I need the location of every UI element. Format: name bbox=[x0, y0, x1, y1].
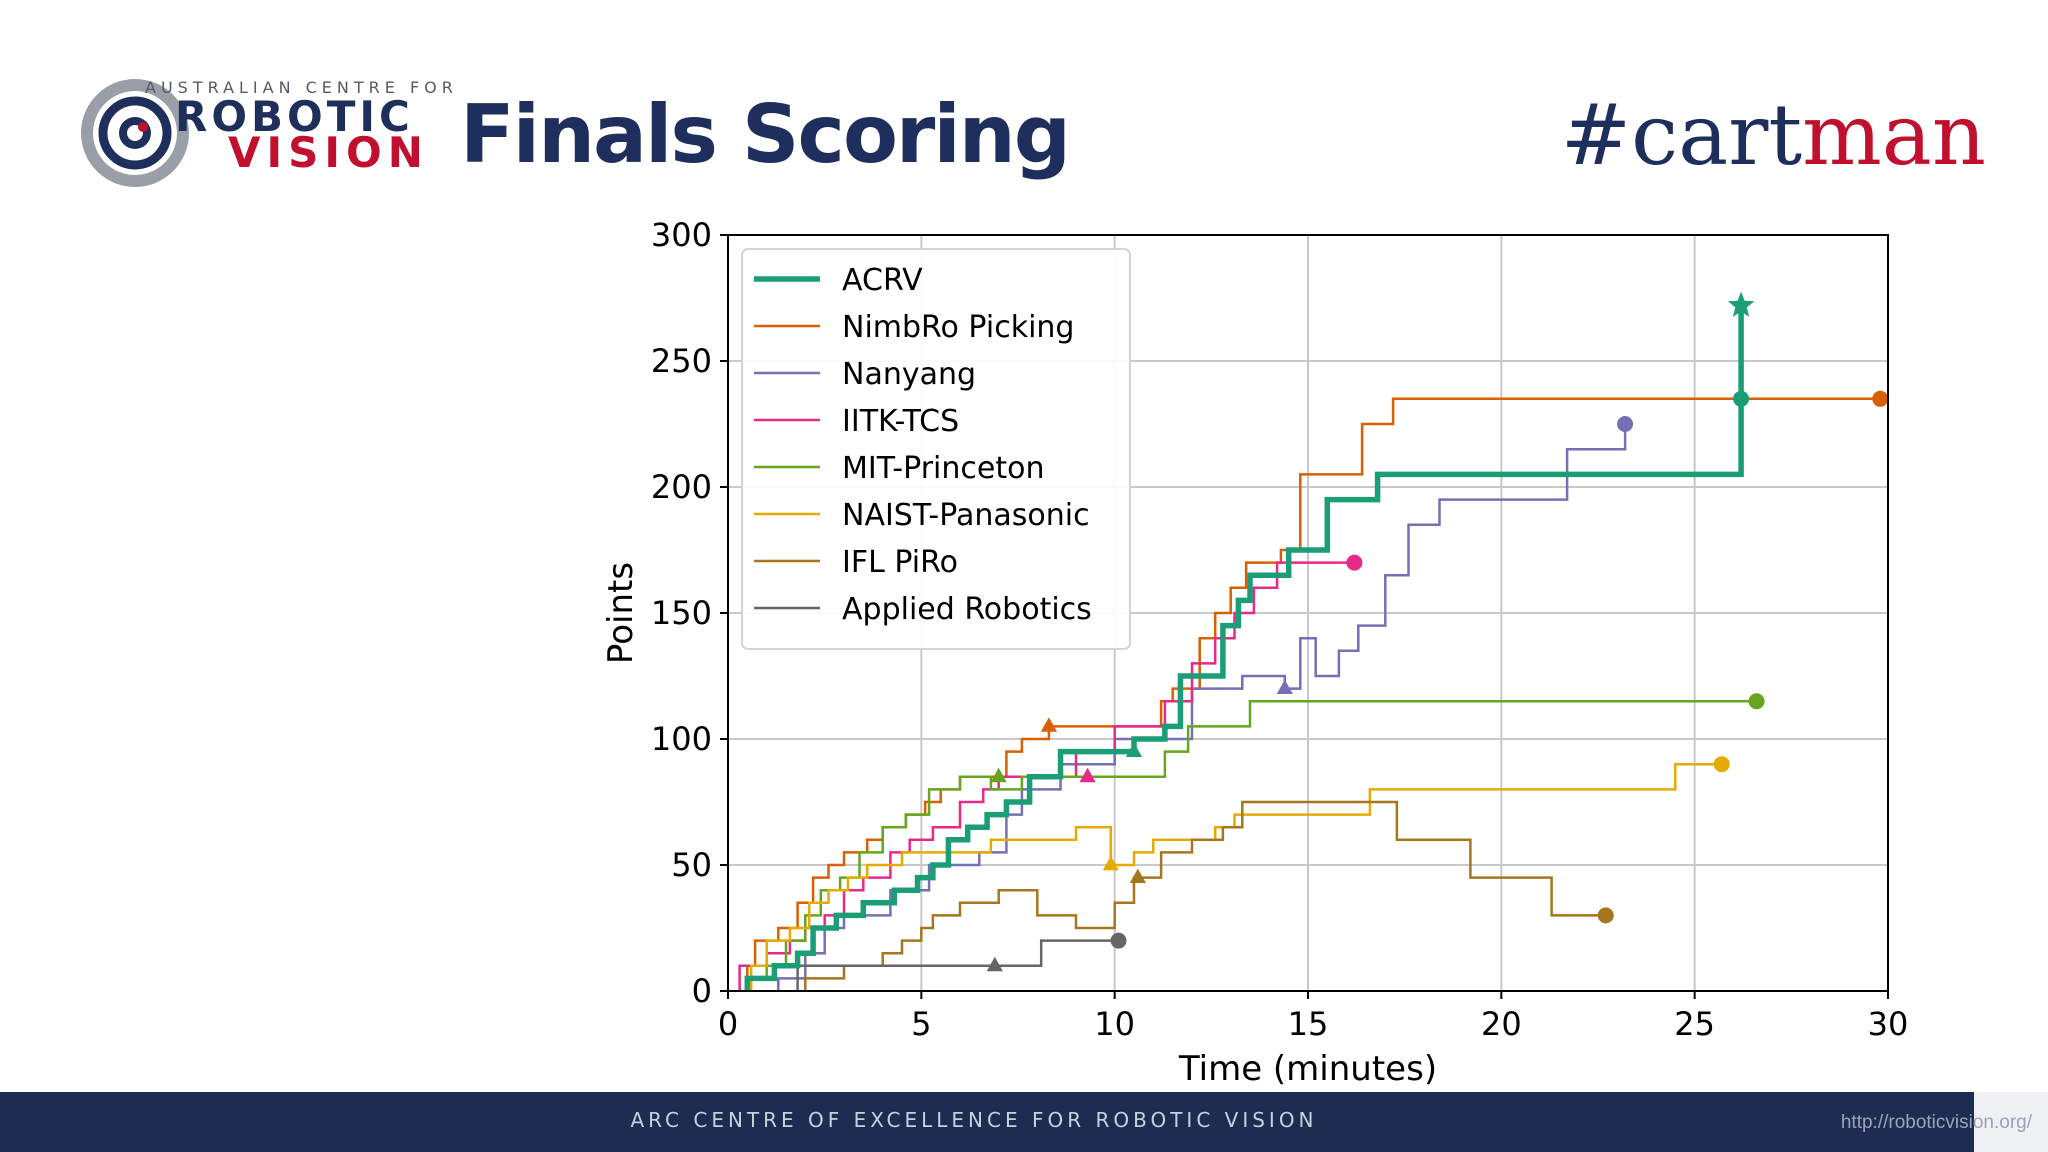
acrv-logo bbox=[81, 79, 189, 187]
legend-label-nimbro-picking: NimbRo Picking bbox=[842, 310, 1074, 345]
triangle-marker-applied-robotics bbox=[986, 956, 1003, 972]
y-tick-label: 50 bbox=[671, 846, 712, 884]
star-marker-acrv bbox=[1727, 291, 1755, 317]
x-tick-label: 5 bbox=[911, 1005, 931, 1043]
legend-label-mit-princeton: MIT-Princeton bbox=[842, 451, 1044, 486]
end-marker-iitk-tcs bbox=[1346, 554, 1363, 571]
series-line-acrv bbox=[744, 305, 1744, 991]
legend-label-acrv: ACRV bbox=[842, 263, 923, 298]
x-tick-label: 25 bbox=[1674, 1005, 1715, 1043]
legend-label-applied-robotics: Applied Robotics bbox=[842, 592, 1092, 627]
footer-text: ARC CENTRE OF EXCELLENCE FOR ROBOTIC VIS… bbox=[630, 1108, 1318, 1132]
y-tick-label: 250 bbox=[651, 342, 712, 380]
end-marker-ifl-piro bbox=[1597, 907, 1614, 924]
logo-text-line1: AUSTRALIAN CENTRE FOR bbox=[145, 78, 458, 97]
legend-label-naist-panasonic: NAIST-Panasonic bbox=[842, 498, 1090, 533]
end-marker-applied-robotics bbox=[1110, 932, 1127, 949]
series-line-mit-princeton bbox=[746, 699, 1757, 991]
x-tick-label: 0 bbox=[718, 1005, 738, 1043]
series-line-nanyang bbox=[777, 424, 1627, 991]
y-tick-label: 300 bbox=[651, 216, 712, 254]
end-marker-acrv bbox=[1733, 390, 1750, 407]
end-marker-nimbro-picking bbox=[1872, 390, 1889, 407]
y-tick-label: 200 bbox=[651, 468, 712, 506]
logo-ring-icon bbox=[81, 79, 189, 187]
page-title: Finals Scoring bbox=[460, 88, 1071, 181]
x-tick-label: 15 bbox=[1288, 1005, 1329, 1043]
series-markers bbox=[986, 291, 1889, 972]
series-line-ifl-piro bbox=[804, 800, 1606, 991]
logo-text-line2: ROBOTIC bbox=[175, 92, 414, 141]
hashtag-part1: #cart bbox=[1560, 86, 1803, 184]
chart-legend: ACRV NimbRo Picking Nanyang IITK-TCS MIT-Pri… bbox=[741, 248, 1131, 650]
end-marker-mit-princeton bbox=[1748, 693, 1765, 710]
hashtag-part2: man bbox=[1802, 86, 1986, 184]
x-tick-label: 30 bbox=[1868, 1005, 1909, 1043]
triangle-marker-iitk-tcs bbox=[1079, 767, 1096, 783]
x-axis-label: Time (minutes) bbox=[1178, 1049, 1437, 1089]
footer-bar bbox=[0, 1092, 1974, 1152]
legend-box bbox=[741, 248, 1131, 650]
legend-label-ifl-piro: IFL PiRo bbox=[842, 545, 958, 580]
y-axis-label: Points bbox=[601, 562, 641, 664]
series-line-naist-panasonic bbox=[749, 762, 1722, 991]
y-tick-label: 150 bbox=[651, 594, 712, 632]
series-line-applied-robotics bbox=[796, 939, 1119, 991]
y-tick-label: 100 bbox=[651, 720, 712, 758]
triangle-marker-ifl-piro bbox=[1129, 868, 1146, 883]
legend-label-nanyang: Nanyang bbox=[842, 357, 976, 392]
footer-right-block bbox=[1974, 1092, 2048, 1152]
end-marker-naist-panasonic bbox=[1713, 756, 1730, 773]
triangle-marker-nanyang bbox=[1276, 679, 1293, 694]
hashtag: #cartman bbox=[1561, 86, 1986, 184]
y-tick-label: 0 bbox=[692, 972, 712, 1010]
x-tick-label: 20 bbox=[1481, 1005, 1522, 1043]
triangle-marker-nimbro-picking bbox=[1040, 717, 1058, 732]
footer-url: http://roboticvision.org/ bbox=[1840, 1112, 2032, 1133]
legend-label-iitk-tcs: IITK-TCS bbox=[842, 404, 959, 439]
triangle-marker-acrv bbox=[1125, 742, 1143, 757]
end-marker-nanyang bbox=[1617, 416, 1634, 432]
series-lines bbox=[738, 305, 1881, 991]
x-tick-label: 10 bbox=[1094, 1005, 1135, 1043]
logo-text-line3: VISION bbox=[228, 128, 429, 177]
triangle-marker-mit-princeton bbox=[990, 767, 1007, 783]
triangle-marker-naist-panasonic bbox=[1102, 856, 1119, 871]
